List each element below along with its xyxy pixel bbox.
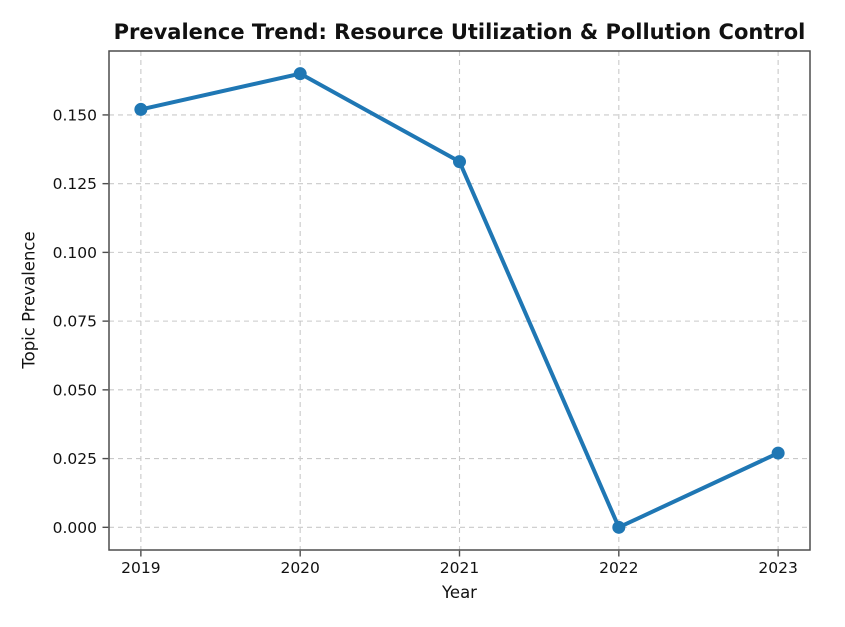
data-point	[134, 102, 148, 116]
x-tick-label: 2020	[280, 559, 319, 577]
y-tick-label: 0.125	[53, 175, 97, 193]
y-tick-label: 0.100	[53, 244, 97, 262]
y-tick-label: 0.050	[53, 381, 97, 399]
data-point	[453, 155, 466, 169]
x-tick-label: 2019	[121, 559, 160, 577]
y-tick-label: 0.000	[53, 519, 97, 537]
chart-title: Prevalence Trend: Resource Utilization &…	[113, 20, 806, 44]
y-tick-label: 0.025	[53, 450, 97, 468]
x-tick-label: 2022	[599, 559, 638, 577]
x-tick-label: 2023	[758, 559, 797, 577]
data-point	[293, 67, 307, 81]
x-axis-label: Year	[442, 583, 477, 602]
data-point	[771, 446, 785, 460]
y-tick-label: 0.150	[53, 106, 97, 124]
data-point	[612, 520, 626, 534]
y-tick-label: 0.075	[53, 313, 97, 331]
x-tick-label: 2021	[440, 559, 479, 577]
plot-border	[108, 50, 811, 551]
